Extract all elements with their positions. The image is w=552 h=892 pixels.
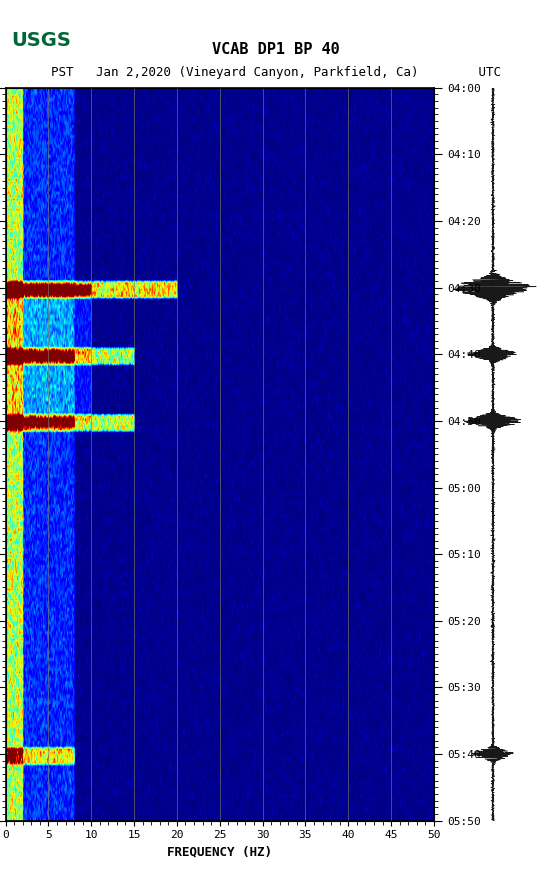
Text: USGS: USGS [11, 31, 71, 50]
Text: PST   Jan 2,2020 (Vineyard Canyon, Parkfield, Ca)        UTC: PST Jan 2,2020 (Vineyard Canyon, Parkfie… [51, 67, 501, 79]
Text: VCAB DP1 BP 40: VCAB DP1 BP 40 [212, 42, 340, 57]
X-axis label: FREQUENCY (HZ): FREQUENCY (HZ) [167, 846, 272, 859]
